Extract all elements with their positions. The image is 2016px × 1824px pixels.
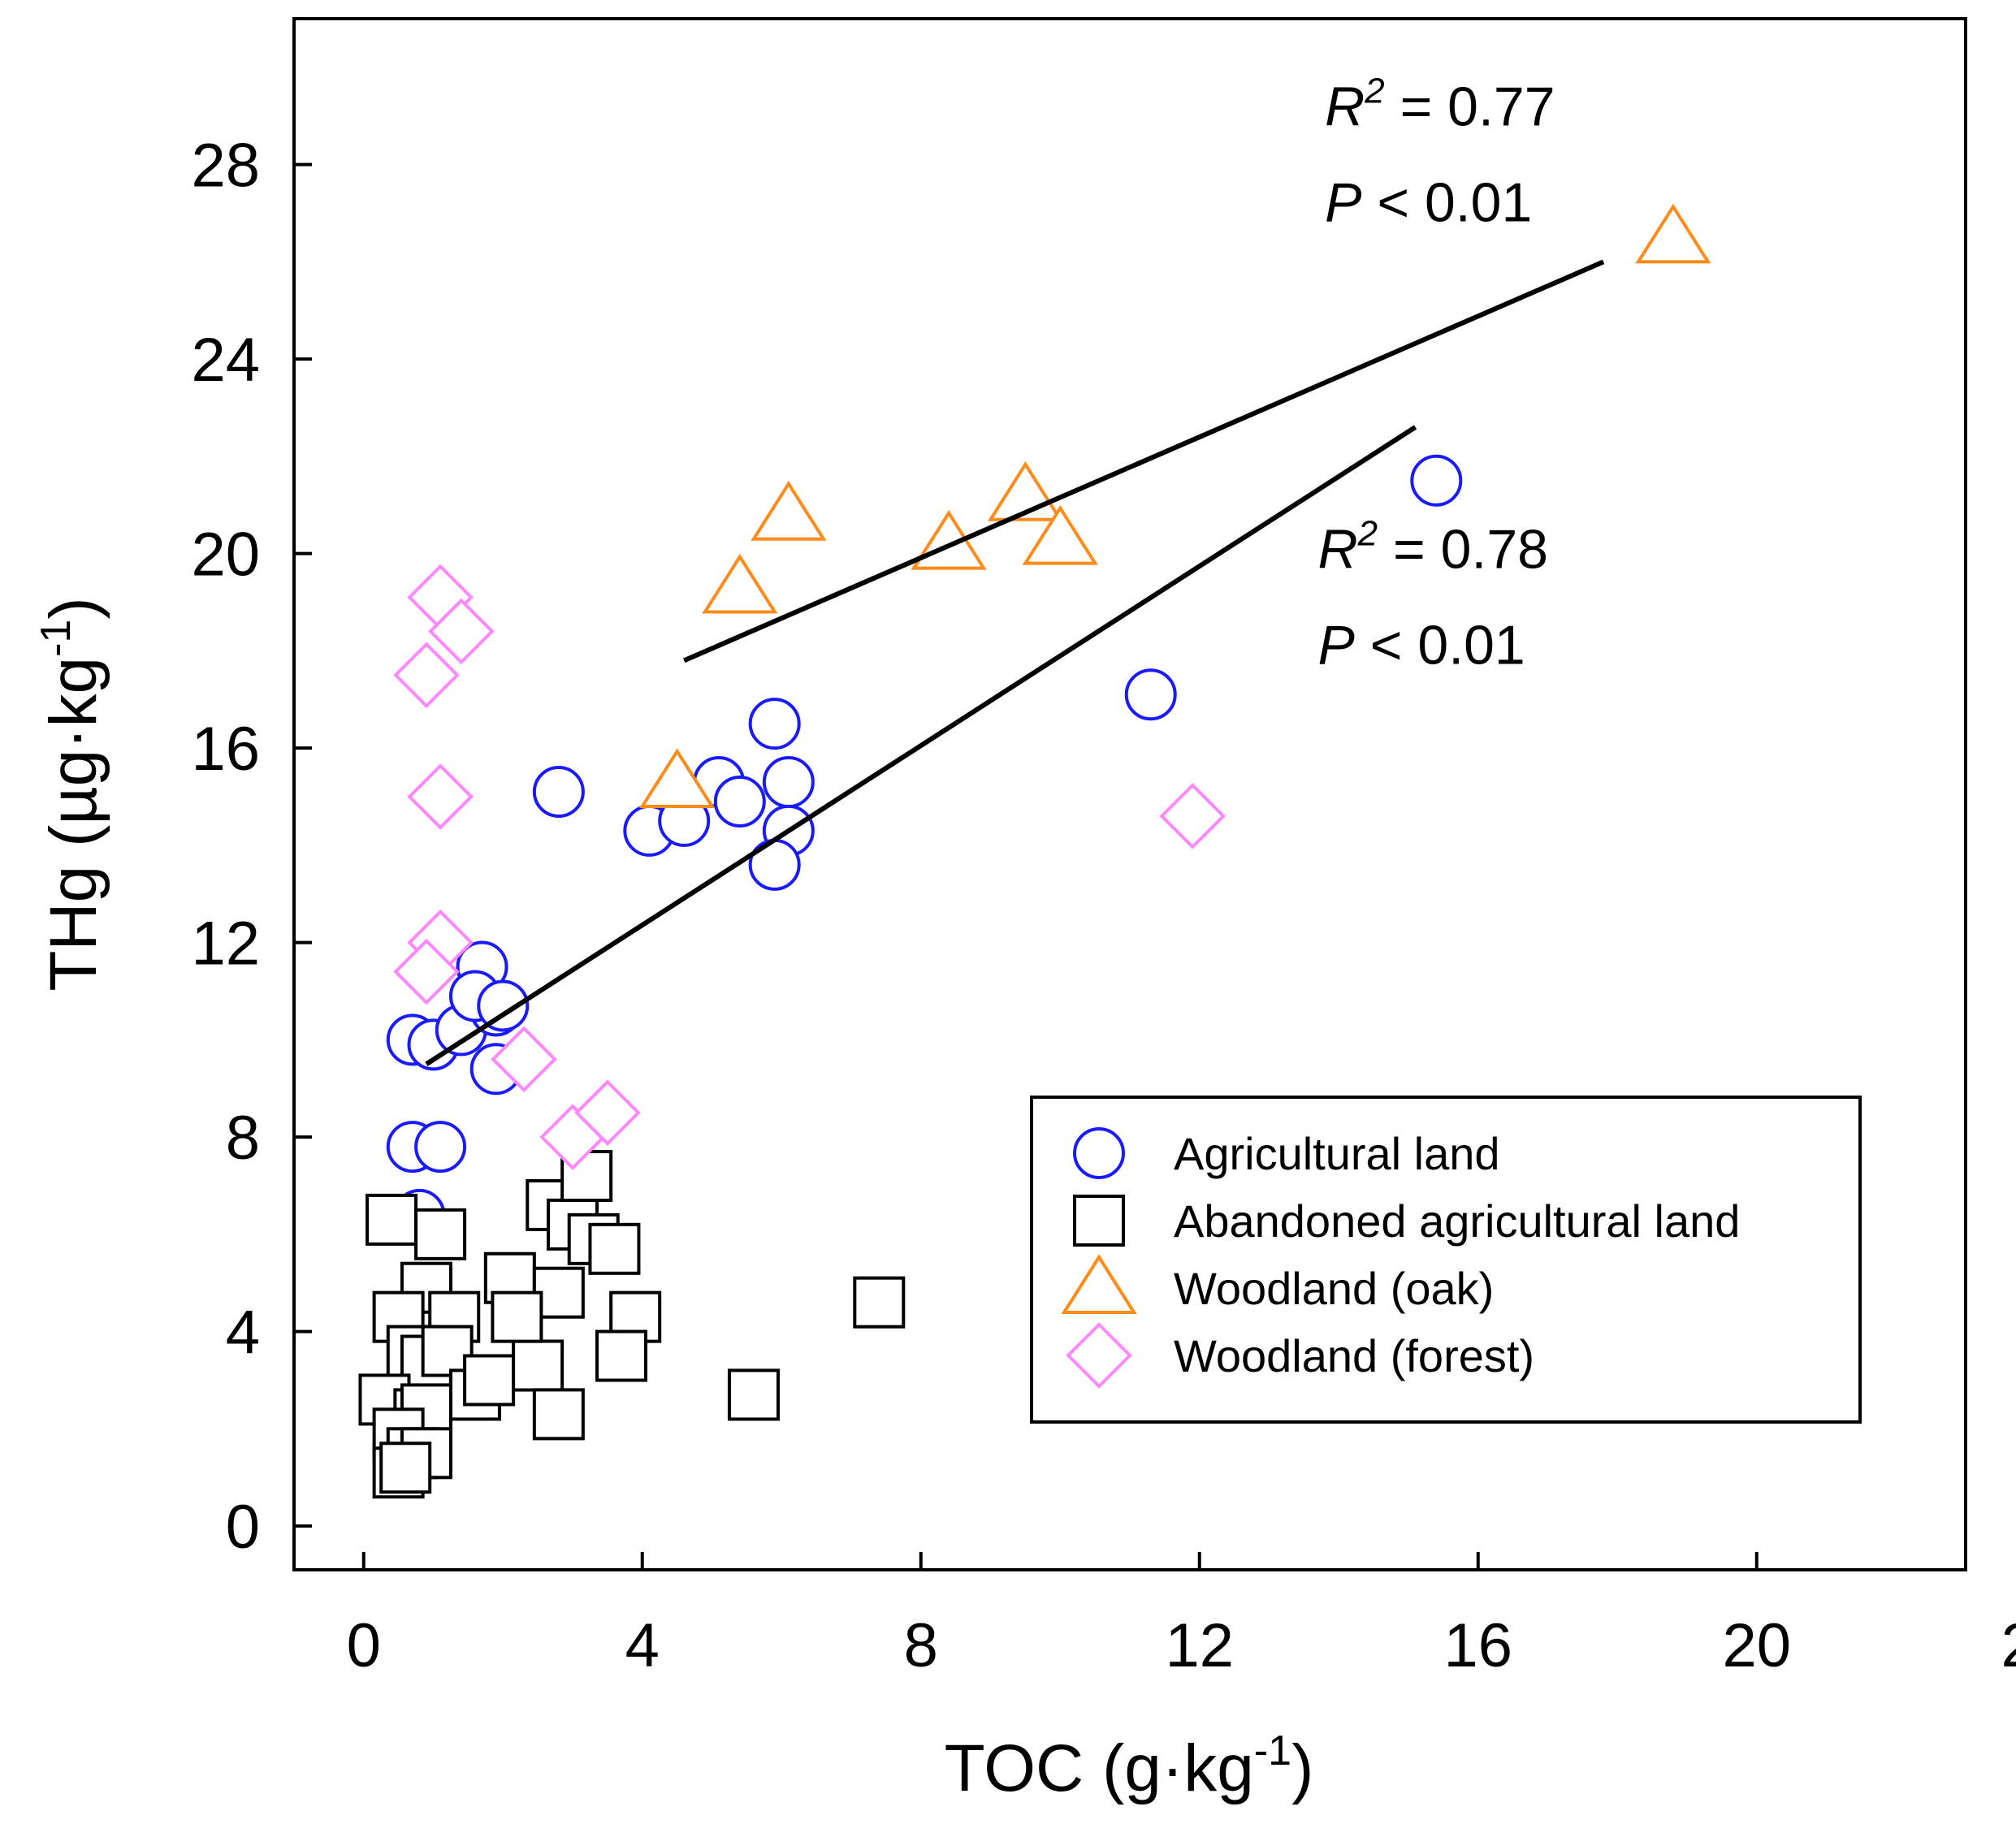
data-point-diamond — [574, 1079, 641, 1147]
x-tick-label: 4 — [625, 1611, 660, 1680]
data-point-diamond — [393, 938, 460, 1005]
data-point-diamond — [427, 598, 495, 665]
data-point-circle — [1410, 454, 1463, 507]
data-point-triangle — [751, 480, 827, 541]
legend-label: Woodland (forest) — [1174, 1330, 1534, 1381]
y-tick-label: 24 — [191, 326, 260, 395]
data-point-square — [727, 1368, 780, 1421]
x-tick-label: 20 — [1722, 1611, 1791, 1680]
fit-line — [425, 425, 1417, 1066]
y-tick-label: 4 — [226, 1299, 260, 1368]
data-point-square — [512, 1339, 565, 1392]
data-point-square — [595, 1329, 648, 1382]
y-axis-title: THg (µg·kg-1) — [32, 597, 110, 991]
data-point-square — [463, 1354, 516, 1407]
p-symbol: P — [1318, 615, 1355, 676]
data-point-triangle — [1022, 504, 1098, 565]
data-point-square — [366, 1193, 418, 1246]
x-tick-label: 16 — [1443, 1611, 1512, 1680]
r-squared-label: R2 = 0.78 — [1318, 514, 1548, 581]
legend-marker-circle — [1073, 1127, 1125, 1179]
data-point-triangle — [911, 509, 987, 570]
data-point-diamond — [1159, 783, 1226, 849]
y-tick-label: 12 — [191, 910, 260, 979]
r-value: = 0.78 — [1378, 519, 1548, 581]
legend-marker-square — [1073, 1195, 1125, 1247]
data-point-square — [379, 1441, 432, 1494]
y-tick-label: 28 — [191, 132, 260, 201]
data-point-circle — [713, 775, 766, 828]
data-point-circle — [1124, 668, 1177, 721]
p-value-label: P < 0.01 — [1318, 615, 1525, 676]
y-tick-label: 20 — [191, 521, 260, 590]
p-value: < 0.01 — [1355, 615, 1525, 676]
legend-label: Abandoned agricultural land — [1174, 1195, 1740, 1247]
r-squared-label: R2 = 0.77 — [1325, 71, 1555, 138]
x-tick-label: 0 — [347, 1611, 381, 1680]
fit-line — [683, 259, 1605, 663]
legend: Agricultural land Abandoned agricultural … — [1030, 1096, 1862, 1424]
legend-label: Woodland (oak) — [1174, 1263, 1494, 1314]
data-point-circle — [532, 766, 585, 819]
data-point-square — [588, 1222, 641, 1275]
data-point-square — [532, 1388, 585, 1441]
data-point-circle — [414, 1121, 467, 1173]
data-point-square — [853, 1276, 906, 1329]
x-tick-label: 24 — [2001, 1611, 2016, 1680]
x-tick-label: 8 — [904, 1611, 938, 1680]
r-symbol: R — [1318, 519, 1358, 581]
series-triangle — [638, 203, 1711, 809]
y-tick-label: 16 — [191, 715, 260, 784]
data-markers — [358, 203, 1711, 1499]
series-square — [358, 1150, 906, 1499]
series-diamond — [393, 564, 1226, 1170]
p-symbol: P — [1325, 172, 1361, 234]
data-point-square — [414, 1208, 467, 1260]
x-tick-label: 12 — [1165, 1611, 1234, 1680]
data-point-triangle — [1635, 203, 1711, 264]
data-point-circle — [748, 838, 801, 891]
plot-frame — [292, 17, 1967, 1571]
data-point-circle — [477, 979, 530, 1032]
legend-box — [1030, 1096, 1862, 1424]
data-point-square — [491, 1290, 543, 1343]
r-superscript: 2 — [1364, 71, 1384, 111]
x-axis-title: TOC (g·kg-1) — [945, 1727, 1314, 1805]
legend-label: Agricultural land — [1174, 1128, 1500, 1179]
p-value: < 0.01 — [1361, 172, 1532, 234]
fit-lines — [425, 259, 1605, 1066]
r-symbol: R — [1325, 76, 1365, 138]
y-tick-label: 8 — [226, 1104, 260, 1173]
data-point-diamond — [393, 642, 460, 709]
r-value: = 0.77 — [1385, 76, 1555, 138]
data-point-triangle — [702, 553, 778, 614]
data-point-diamond — [491, 1026, 557, 1093]
data-point-triangle — [638, 748, 716, 809]
data-point-circle — [762, 756, 815, 809]
y-tick-label: 0 — [226, 1493, 260, 1562]
data-point-circle — [748, 698, 801, 750]
p-value-label: P < 0.01 — [1325, 172, 1532, 234]
legend-marker-triangle — [1061, 1254, 1137, 1314]
legend-marker-diamond — [1066, 1322, 1132, 1389]
legend-items: Agricultural land Abandoned agricultural … — [1061, 1127, 1740, 1389]
axes: 0 4 8 12 16 20 24 0 4 8 12 16 20 24 28 — [191, 132, 2016, 1680]
r-superscript: 2 — [1357, 514, 1378, 554]
data-point-diamond — [407, 763, 474, 830]
